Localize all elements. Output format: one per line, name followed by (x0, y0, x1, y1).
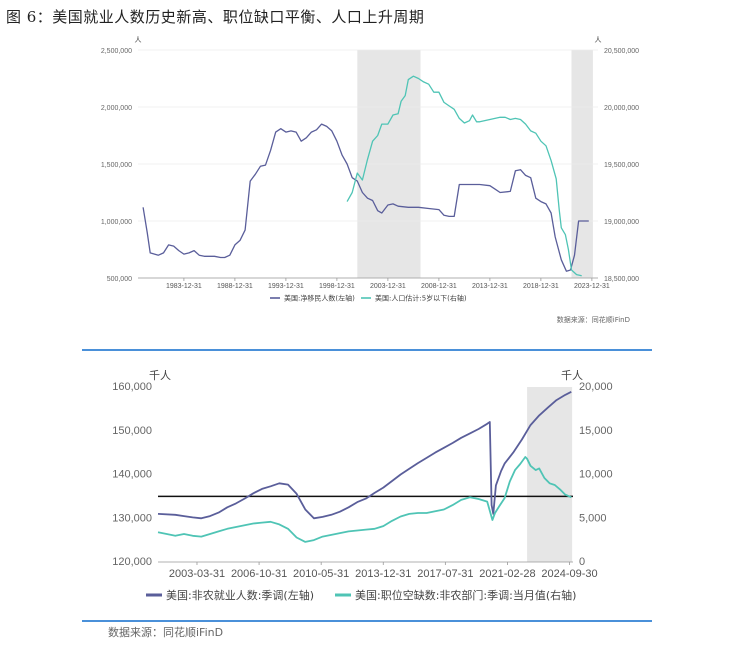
x-tick-label: 2013-12-31 (355, 568, 411, 580)
x-tick-label: 2018-12-31 (523, 283, 559, 290)
y-tick-left: 2,500,000 (101, 48, 132, 55)
legend-label: 美国:职位空缺数:非农部门:季调:当月值(右轴) (355, 588, 576, 602)
x-tick-label: 1993-12-31 (268, 283, 304, 290)
series-line-left-axis (142, 123, 589, 272)
y-tick-left: 1,000,000 (101, 219, 132, 226)
y-unit-right: 人 (595, 36, 602, 44)
chart-immigration-population: 500,000 18,500,000 1,000,000 19,000,000 1,50… (101, 36, 639, 324)
y-tick-right: 19,500,000 (604, 162, 639, 169)
y-tick-right: 20,500,000 (604, 48, 639, 55)
legend-label: 美国:非农就业人数:季调(左轴) (166, 588, 314, 602)
figure-title: 图 6：美国就业人数历史新高、职位缺口平衡、人口上升周期 (6, 8, 425, 26)
y-tick-left: 150,000 (112, 425, 152, 437)
y-tick-right: 20,000,000 (604, 105, 639, 112)
y-tick-right: 20,000 (579, 381, 613, 393)
y-unit-left: 千人 (149, 369, 171, 382)
separator-bottom (82, 620, 652, 622)
separator-top (82, 349, 652, 351)
x-tick-label: 2010-05-31 (293, 568, 349, 580)
x-tick-label: 2003-03-31 (169, 568, 225, 580)
y-unit-left: 人 (135, 36, 142, 44)
legend-label: 美国:人口估计:5岁以下(右轴) (375, 293, 467, 302)
y-tick-right: 10,000 (579, 469, 613, 481)
y-tick-right: 15,000 (579, 425, 613, 437)
x-tick-label: 1998-12-31 (319, 283, 355, 290)
y-tick-left: 130,000 (112, 512, 152, 524)
x-tick-label: 2006-10-31 (231, 568, 287, 580)
x-tick-label: 2003-12-31 (370, 283, 406, 290)
x-tick-label: 2021-02-28 (479, 568, 535, 580)
x-tick-label: 2024-09-30 (541, 568, 597, 580)
y-tick-right: 18,500,000 (604, 276, 639, 283)
y-tick-right: 5,000 (579, 512, 607, 524)
y-unit-right: 千人 (561, 369, 583, 382)
x-tick-label: 1983-12-31 (166, 283, 202, 290)
y-tick-left: 500,000 (107, 276, 132, 283)
shaded-period (527, 387, 573, 562)
y-tick-right: 19,000,000 (604, 219, 639, 226)
y-tick-left: 2,000,000 (101, 105, 132, 112)
y-tick-right: 0 (579, 556, 585, 568)
y-tick-left: 160,000 (112, 381, 152, 393)
y-tick-left: 120,000 (112, 556, 152, 568)
series-line-right-axis (157, 456, 572, 543)
x-tick-label: 2023-12-31 (574, 283, 610, 290)
y-tick-left: 140,000 (112, 469, 152, 481)
x-tick-label: 2008-12-31 (421, 283, 457, 290)
x-tick-label: 2013-12-31 (472, 283, 508, 290)
series-line-left-axis (157, 390, 572, 520)
source-note: 数据来源：同花顺iFinD (108, 625, 223, 639)
x-tick-label: 2017-07-31 (417, 568, 473, 580)
source-note: 数据来源：同花顺iFinD (557, 315, 630, 324)
series-line-right-axis (346, 75, 582, 277)
legend-label: 美国:净移民人数(左轴) (284, 293, 355, 302)
y-tick-left: 1,500,000 (101, 162, 132, 169)
x-tick-label: 1988-12-31 (217, 283, 253, 290)
